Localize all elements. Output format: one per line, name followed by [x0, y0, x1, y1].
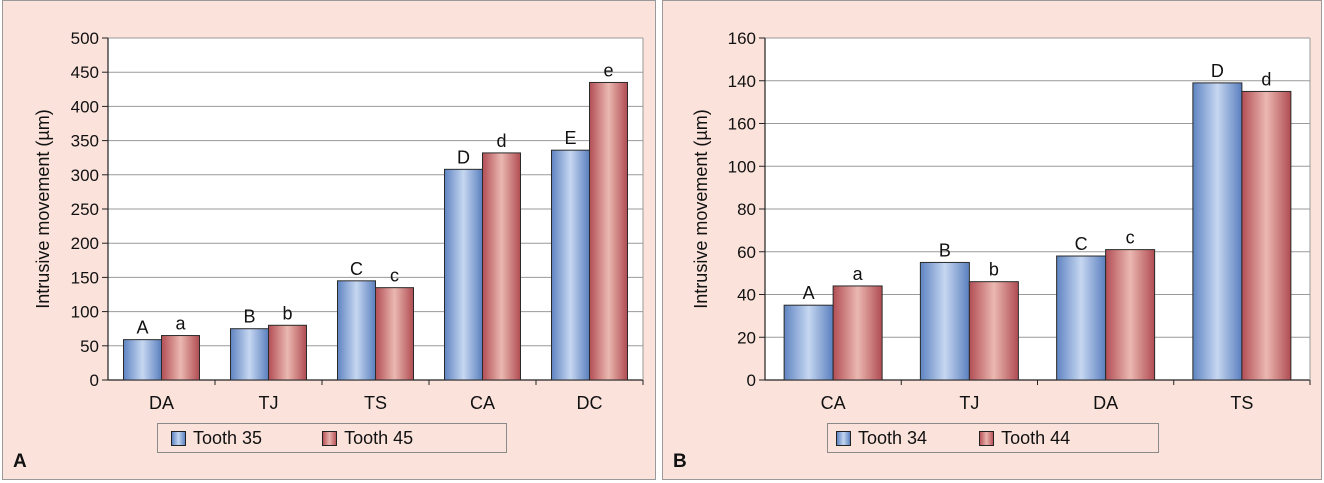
y-axis-label: Intrusive movement (µm) [33, 109, 53, 308]
bar-tooth-44 [1241, 90, 1292, 381]
legend-label: Tooth 44 [1001, 427, 1071, 448]
legend-swatch-blue [836, 430, 851, 446]
y-tick-label: 450 [71, 63, 99, 82]
chart-panel-b: 0 20 40 60 80 100 160 140 160 Intrusive movement … [662, 0, 1322, 480]
bar-tooth-44 [968, 281, 1019, 381]
legend-swatch-blue [171, 430, 186, 446]
y-tick-label: 150 [71, 268, 99, 287]
legend-label: Tooth 35 [193, 427, 263, 448]
bar-tooth-45 [161, 335, 200, 381]
legend-swatch-red [979, 430, 995, 446]
legend-item-tooth-44: Tooth 44 [979, 428, 1070, 449]
panel-letter-b: B [673, 451, 687, 472]
bar-tooth-45 [375, 287, 414, 381]
bar-tooth-44 [832, 285, 883, 381]
bar-data-label: c [1126, 228, 1135, 248]
y-tick-label: 160 [728, 115, 756, 134]
bar-data-label: D [457, 147, 470, 167]
x-tick-label: DC [577, 393, 603, 413]
y-tick-label: 300 [71, 166, 99, 185]
y-tick-label: 80 [737, 200, 756, 219]
y-tick-label: 400 [71, 97, 99, 116]
x-tick-label: DA [149, 393, 174, 413]
x-tick-label: TJ [959, 393, 979, 413]
bar-data-label: E [564, 128, 576, 148]
y-tick-label: 50 [80, 337, 99, 356]
bar-data-label: c [390, 266, 399, 286]
x-tick-label: TJ [259, 393, 279, 413]
bar-data-label: A [136, 318, 148, 338]
legend-item-tooth-34: Tooth 34 [836, 428, 927, 449]
y-tick-label: 0 [747, 371, 756, 390]
bar-data-label: b [989, 260, 999, 280]
legend-swatch-red [322, 430, 338, 446]
y-tick-label: 100 [728, 157, 756, 176]
bar-tooth-35 [230, 328, 269, 381]
legend-label: Tooth 45 [344, 427, 414, 448]
legend-item-tooth-35: Tooth 35 [171, 428, 262, 449]
y-tick-label: 250 [71, 200, 99, 219]
bar-data-label: a [853, 264, 864, 284]
bar-tooth-35 [551, 149, 590, 381]
bar-data-label: B [939, 240, 951, 260]
bar-tooth-44 [1105, 249, 1156, 381]
bar-tooth-35 [444, 168, 483, 381]
y-tick-label: 200 [71, 234, 99, 253]
chart-a-legend: Tooth 35 Tooth 45 [157, 423, 507, 453]
chart-a-plot: 0 50 100 150 200 250 300 350 400 450 500 Intrusive … [33, 29, 644, 413]
y-axis-label: Intrusive movement (µm) [691, 109, 711, 308]
y-tick-label: 0 [90, 371, 99, 390]
x-tick-label: CA [470, 393, 495, 413]
y-tick-label: 500 [71, 29, 99, 48]
x-tick-label: TS [364, 393, 387, 413]
legend-label: Tooth 34 [858, 427, 928, 448]
chart-b-plot: 0 20 40 60 80 100 160 140 160 Intrusive movement … [691, 29, 1311, 413]
bar-tooth-34 [919, 261, 970, 381]
bar-tooth-35 [123, 339, 162, 381]
bar-tooth-45 [589, 81, 628, 381]
bar-data-label: C [350, 259, 363, 279]
x-tick-label: TS [1230, 393, 1253, 413]
bar-data-label: d [1261, 69, 1271, 89]
bar-tooth-34 [1056, 255, 1107, 381]
y-tick-label: 160 [728, 29, 756, 48]
bar-tooth-34 [783, 304, 834, 381]
bar-tooth-45 [482, 152, 521, 381]
y-tick-label: 140 [728, 72, 756, 91]
legend-item-tooth-45: Tooth 45 [322, 428, 413, 449]
bar-tooth-34 [1192, 82, 1243, 381]
y-tick-label: 350 [71, 132, 99, 151]
panel-letter-a: A [13, 451, 27, 472]
bar-data-label: b [282, 303, 292, 323]
bar-data-label: B [243, 307, 255, 327]
chart-panel-a: 0 50 100 150 200 250 300 350 400 450 500 Intrusive … [2, 0, 656, 480]
bar-data-label: a [175, 314, 186, 334]
bar-tooth-35 [337, 280, 376, 381]
bar-data-label: e [603, 60, 613, 80]
x-tick-label: DA [1093, 393, 1118, 413]
chart-b-legend: Tooth 34 Tooth 44 [827, 423, 1159, 453]
x-tick-label: CA [821, 393, 846, 413]
y-tick-label: 20 [737, 328, 756, 347]
bar-data-label: D [1211, 61, 1224, 81]
y-tick-label: 100 [71, 303, 99, 322]
bar-data-label: A [803, 283, 815, 303]
y-tick-label: 60 [737, 243, 756, 262]
bar-data-label: C [1075, 234, 1088, 254]
y-tick-label: 40 [737, 286, 756, 305]
bar-data-label: d [496, 131, 506, 151]
bar-tooth-45 [268, 324, 307, 381]
